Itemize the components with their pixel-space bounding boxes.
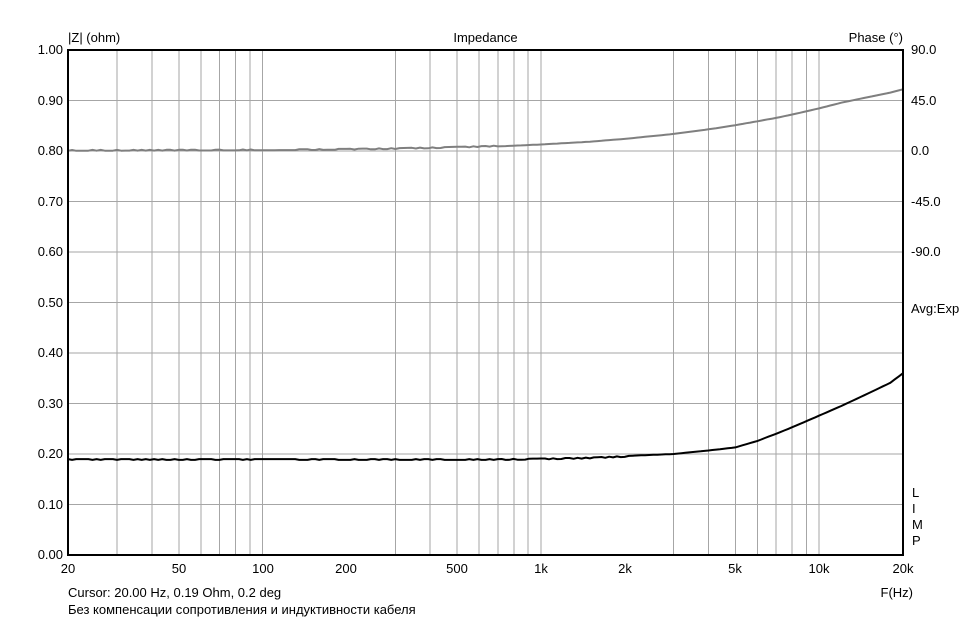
app-letter: P bbox=[912, 533, 921, 548]
phase-axis-tick-label: 45.0 bbox=[911, 93, 937, 108]
y-axis-tick-label: 0.30 bbox=[37, 396, 63, 411]
app-letter: M bbox=[912, 517, 923, 532]
x-axis-tick-label: 5k bbox=[728, 561, 742, 576]
phase-curve bbox=[67, 88, 904, 152]
y-axis-tick-label: 0.20 bbox=[37, 446, 63, 461]
y-axis-tick-label: 0.50 bbox=[37, 295, 63, 310]
phase-axis-tick-label: -90.0 bbox=[911, 244, 941, 259]
y-axis-tick-label: 0.90 bbox=[37, 93, 63, 108]
phase-axis-tick-label: 90.0 bbox=[911, 42, 937, 57]
x-axis-unit-label: F(Hz) bbox=[880, 585, 914, 600]
y-axis-tick-label: 1.00 bbox=[37, 42, 63, 57]
x-axis-tick-label: 20k bbox=[892, 561, 914, 576]
x-axis-tick-label: 500 bbox=[446, 561, 468, 576]
app-letter: L bbox=[912, 485, 920, 500]
x-axis-tick-label: 1k bbox=[534, 561, 548, 576]
y-axis-tick-label: 0.60 bbox=[37, 244, 63, 259]
impedance-curve bbox=[67, 372, 904, 461]
left-axis-title: |Z| (ohm) bbox=[68, 30, 121, 45]
phase-axis-tick-label: 0.0 bbox=[911, 143, 930, 158]
x-axis-tick-label: 20 bbox=[60, 561, 76, 576]
x-axis-tick-label: 10k bbox=[808, 561, 830, 576]
measurement-note: Без компенсации сопротивления и индуктив… bbox=[68, 602, 416, 617]
x-axis-tick-label: 50 bbox=[171, 561, 187, 576]
grid-lines bbox=[68, 50, 903, 555]
x-axis-tick-label: 2k bbox=[618, 561, 632, 576]
app-letter: I bbox=[912, 501, 916, 516]
y-axis-tick-label: 0.40 bbox=[37, 345, 63, 360]
cursor-readout: Cursor: 20.00 Hz, 0.19 Ohm, 0.2 deg bbox=[68, 585, 282, 600]
y-axis-tick-label: 0.70 bbox=[37, 194, 63, 209]
x-axis-tick-label: 100 bbox=[252, 561, 274, 576]
averaging-mode-indicator: Avg:Exp bbox=[911, 301, 960, 316]
y-axis-tick-label: 0.10 bbox=[37, 497, 63, 512]
y-axis-tick-label: 0.00 bbox=[37, 547, 63, 562]
phase-axis-tick-label: -45.0 bbox=[911, 194, 941, 209]
right-axis-title: Phase (°) bbox=[848, 30, 903, 45]
y-axis-tick-label: 0.80 bbox=[37, 143, 63, 158]
plot-frame bbox=[67, 49, 904, 556]
x-axis-tick-label: 200 bbox=[335, 561, 357, 576]
chart-title: Impedance bbox=[453, 30, 518, 45]
